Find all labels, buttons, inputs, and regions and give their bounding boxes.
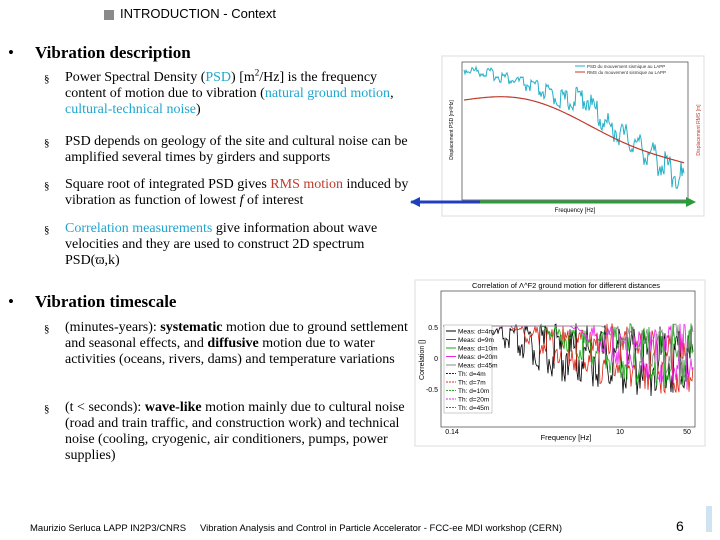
legend-label: PSD du mouvement sismique au LAPP — [587, 64, 665, 69]
bullet-text: Square root of integrated PSD gives RMS … — [65, 177, 417, 209]
sub-bullet: § — [44, 137, 50, 149]
text-run: diffusive — [207, 336, 259, 351]
figure-title: Correlation of Λ^F2 ground motion for di… — [472, 281, 660, 290]
x-tick-label: 0.14 — [445, 429, 459, 436]
text-run: 2 — [254, 67, 260, 78]
text-run: (t < seconds): — [65, 400, 145, 415]
text-run: ) [m — [231, 70, 255, 85]
sub-bullet: § — [44, 224, 50, 236]
section-heading: Vibration timescale — [35, 292, 177, 311]
x-tick-label: 50 — [683, 429, 691, 436]
text-run: /Hz] is the frequency content of motion … — [65, 70, 378, 101]
text-run: , — [390, 86, 394, 101]
sub-bullet: § — [44, 180, 50, 192]
psd-curve — [463, 65, 685, 190]
y-axis-label: Correlation [] — [419, 340, 426, 380]
plot-box — [461, 61, 689, 201]
text-run: natural ground motion — [264, 86, 391, 101]
plot-box — [440, 290, 696, 428]
y-tick-label: -0.5 — [426, 387, 438, 394]
text-run: (minutes-years): — [65, 320, 161, 335]
legend-label: Meas: d=20m — [458, 354, 498, 361]
legend-label: Th: d=7m — [458, 380, 486, 387]
footer-event: Vibration Analysis and Control in Partic… — [200, 523, 563, 534]
text-run: RMS motion — [270, 177, 344, 192]
y-tick-label: 0 — [434, 356, 438, 363]
sub-bullet: § — [44, 323, 50, 335]
bullet: • — [8, 292, 14, 311]
rms-curve — [463, 96, 685, 164]
legend-label: Th: d=4m — [458, 371, 486, 378]
sub-bullet: § — [44, 73, 50, 85]
corner-bar — [706, 506, 712, 532]
page-number: 6 — [676, 518, 684, 534]
text-run: Correlation measurements — [65, 221, 213, 236]
text-run: ) — [196, 102, 201, 117]
legend-label: Meas: d=45m — [458, 363, 498, 370]
text-run: induced by vibration as function of lowe… — [65, 177, 409, 208]
bullet-text: Power Spectral Density (PSD) [m2/Hz] is … — [65, 67, 417, 118]
text-run: cultural-technical noise — [65, 102, 196, 117]
header-icon — [104, 10, 114, 20]
legend-label: Th: d=45m — [458, 405, 489, 412]
legend-label: Meas: d=10m — [458, 346, 498, 353]
text-run: PSD depends on geology of the site and c… — [65, 134, 408, 165]
text-run: of interest — [243, 193, 304, 208]
y2-axis-label: Displacement RMS [m] — [696, 104, 702, 156]
arrow-head — [686, 197, 696, 207]
legend-label: Meas: d=9m — [458, 337, 494, 344]
x-tick-label: 10 — [616, 429, 624, 436]
text-run: wave-like — [144, 400, 202, 415]
text-run: systematic — [160, 320, 223, 335]
bullet-text: (minutes-years): systematic motion due t… — [65, 320, 417, 368]
text-run: motion mainly due to cultural noise (roa… — [65, 400, 405, 463]
text-run: Square root of integrated PSD gives — [65, 177, 271, 192]
header-title: INTRODUCTION - Context — [120, 6, 277, 21]
text-run: Power Spectral Density ( — [65, 70, 206, 85]
text-run: motion due to ground settlement and seas… — [65, 320, 408, 351]
figure-frame — [441, 55, 705, 217]
text-run: PSD — [205, 70, 232, 85]
legend-label: Th: d=10m — [458, 388, 489, 395]
bullet-text: (t < seconds): wave-like motion mainly d… — [65, 400, 417, 464]
bullet-text: PSD depends on geology of the site and c… — [65, 134, 417, 166]
x-axis-label: Frequency [Hz] — [555, 208, 596, 214]
bullet-text: Correlation measurements give informatio… — [65, 221, 417, 269]
legend-label: RMS du mouvement sismique au LAPP — [587, 70, 666, 75]
y-axis-label: Displacement PSD [m²/Hz] — [449, 100, 455, 160]
bullet: • — [8, 43, 14, 62]
text-run: f — [239, 193, 244, 208]
arrow-head — [410, 197, 420, 207]
sub-bullet: § — [44, 403, 50, 415]
y-tick-label: 0.5 — [428, 325, 438, 332]
text-run: give information about wave velocities a… — [65, 221, 378, 268]
text-run: motion due to water activities (oceans, … — [65, 336, 395, 367]
x-axis-label: Frequency [Hz] — [541, 433, 592, 442]
footer-author: Maurizio Serluca LAPP IN2P3/CNRS — [30, 523, 187, 534]
section-heading: Vibration description — [35, 43, 191, 62]
legend-label: Meas: d=4m — [458, 329, 494, 336]
legend-label: Th: d=20m — [458, 397, 489, 404]
